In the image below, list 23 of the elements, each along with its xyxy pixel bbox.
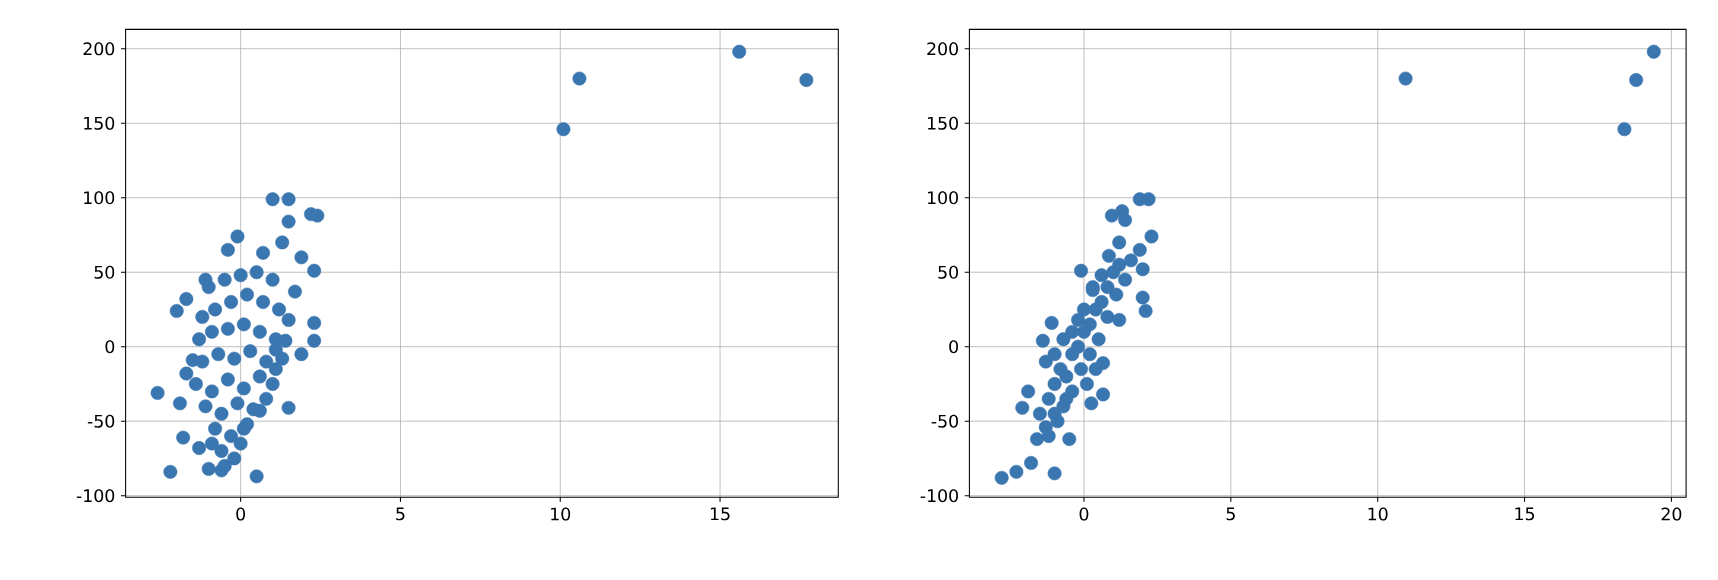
y-tick-label: 100 <box>927 191 958 205</box>
y-tick-label: 200 <box>83 42 115 56</box>
y-tick-label: 0 <box>949 340 958 354</box>
y-tick-label: 150 <box>84 116 115 130</box>
x-tick-label: 20 <box>1661 507 1682 521</box>
x-tick-label: 5 <box>1226 507 1235 521</box>
x-tick-label: 0 <box>1079 507 1089 521</box>
x-tick-label: 10 <box>1368 507 1388 521</box>
y-tick-label: 0 <box>105 340 115 354</box>
y-tick-label: -50 <box>87 414 115 428</box>
y-tick-label: -100 <box>920 489 958 503</box>
y-tick-label: 50 <box>938 265 958 279</box>
y-tick-label: -100 <box>76 489 115 503</box>
x-tick-label: 10 <box>551 507 571 521</box>
x-tick-label: 15 <box>1515 507 1535 521</box>
y-tick-label: 100 <box>84 191 115 205</box>
y-tick-label: 200 <box>927 42 958 56</box>
x-tick-label: 5 <box>396 507 405 521</box>
x-tick-label: 15 <box>710 507 730 521</box>
y-tick-label: -50 <box>931 414 958 428</box>
y-tick-label: 50 <box>94 265 115 279</box>
y-tick-label: 150 <box>927 116 958 130</box>
x-tick-label: 0 <box>236 507 246 521</box>
